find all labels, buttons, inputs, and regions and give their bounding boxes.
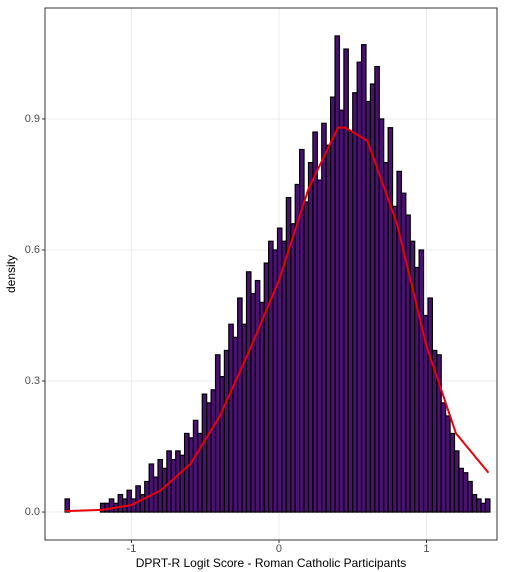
bar xyxy=(484,498,491,513)
bar xyxy=(329,96,336,513)
bar xyxy=(135,485,141,513)
y-tick-label: 0.9 xyxy=(25,113,40,125)
bar xyxy=(343,48,349,513)
bar xyxy=(476,498,482,513)
bar xyxy=(334,35,341,513)
bar xyxy=(374,65,380,513)
bar xyxy=(254,279,261,513)
bar xyxy=(263,262,270,513)
bar xyxy=(126,489,133,513)
bar xyxy=(228,323,234,513)
bar xyxy=(210,389,217,513)
bar xyxy=(214,354,221,513)
bar xyxy=(117,493,124,513)
bar xyxy=(383,162,389,513)
bar xyxy=(259,301,265,513)
bar xyxy=(170,459,177,513)
bar xyxy=(245,271,252,513)
bar xyxy=(467,480,473,513)
bar xyxy=(294,183,301,513)
bar xyxy=(307,162,314,513)
bar xyxy=(387,127,394,513)
bar xyxy=(303,201,310,513)
bar xyxy=(175,450,181,513)
bar xyxy=(352,92,358,513)
bar xyxy=(471,493,478,513)
bar xyxy=(365,100,372,513)
y-axis-title: density xyxy=(4,255,18,293)
bar xyxy=(290,223,296,513)
bar xyxy=(108,498,115,513)
bar xyxy=(480,502,487,513)
bar xyxy=(347,131,354,513)
bar xyxy=(237,297,243,513)
bar xyxy=(360,44,367,513)
x-axis-title: DPRT-R Logit Score - Roman Catholic Part… xyxy=(136,556,407,570)
y-tick-label: 0.0 xyxy=(25,506,40,518)
bar xyxy=(232,336,239,513)
bar xyxy=(458,467,464,513)
bar xyxy=(268,240,274,513)
bar xyxy=(188,437,195,513)
bar xyxy=(281,240,287,513)
bar xyxy=(219,376,225,513)
bar xyxy=(157,459,164,513)
bar xyxy=(462,472,469,513)
bar xyxy=(316,179,323,513)
bar xyxy=(321,122,327,513)
bar xyxy=(418,249,425,513)
bar xyxy=(396,170,403,513)
x-tick-label: 1 xyxy=(423,543,429,555)
y-tick-label: 0.6 xyxy=(25,244,40,256)
bar xyxy=(201,393,208,513)
bar xyxy=(104,502,110,513)
bar xyxy=(179,454,186,513)
bar xyxy=(250,293,256,513)
bar xyxy=(241,323,248,513)
bar xyxy=(161,467,168,513)
bar xyxy=(440,402,447,513)
y-tick-label: 0.3 xyxy=(25,375,40,387)
bar xyxy=(206,402,212,513)
bar xyxy=(148,463,155,513)
bar xyxy=(449,432,456,513)
density-curve xyxy=(65,126,490,513)
bar xyxy=(312,131,318,513)
bar xyxy=(338,109,345,513)
bar xyxy=(391,205,398,513)
x-tick-label: 0 xyxy=(276,543,282,555)
bar xyxy=(445,415,451,513)
bar xyxy=(427,297,433,513)
bar xyxy=(139,493,146,513)
bar xyxy=(223,349,230,513)
panel-border xyxy=(44,7,498,541)
bar xyxy=(453,450,460,513)
bar xyxy=(325,144,332,513)
x-tick-label: -1 xyxy=(127,543,137,555)
bar xyxy=(183,432,190,513)
bar xyxy=(356,61,363,513)
bar xyxy=(192,419,199,513)
